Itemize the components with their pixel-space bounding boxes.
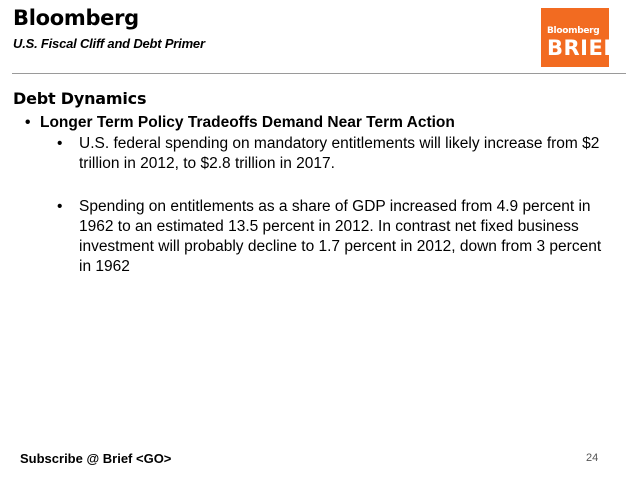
bullet-icon: • xyxy=(57,135,63,152)
section-heading: Debt Dynamics xyxy=(13,89,147,108)
header-divider xyxy=(12,73,626,74)
subscribe-link[interactable]: Subscribe @ Brief <GO> xyxy=(20,451,172,466)
deck-subtitle: U.S. Fiscal Cliff and Debt Primer xyxy=(13,36,205,51)
sub-point-text: Spending on entitlements as a share of G… xyxy=(79,198,602,275)
bullet-icon: • xyxy=(57,198,63,215)
sub-point-2: • Spending on entitlements as a share of… xyxy=(57,197,617,277)
sub-point-1: • U.S. federal spending on mandatory ent… xyxy=(57,134,617,174)
brand-wordmark: Bloomberg xyxy=(13,6,139,30)
logo-top-text: Bloomberg xyxy=(547,26,600,36)
main-point-text: Longer Term Policy Tradeoffs Demand Near… xyxy=(40,114,455,131)
page-number: 24 xyxy=(586,452,599,464)
logo-main-text: BRIEF xyxy=(547,36,619,60)
sub-point-text: U.S. federal spending on mandatory entit… xyxy=(79,135,600,172)
bullet-icon: • xyxy=(25,114,31,131)
bloomberg-brief-logo: Bloomberg BRIEF xyxy=(541,8,619,67)
main-point: • Longer Term Policy Tradeoffs Demand Ne… xyxy=(25,113,615,133)
